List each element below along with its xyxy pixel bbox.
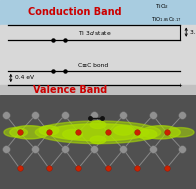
Text: Valence Band: Valence Band: [34, 85, 108, 95]
Text: 3.0 eV: 3.0 eV: [190, 30, 196, 35]
Text: TiO$_2$: TiO$_2$: [155, 2, 169, 11]
Polygon shape: [10, 126, 49, 139]
Text: Ti $3d$ state: Ti $3d$ state: [78, 29, 112, 37]
Bar: [0, 25, 196, 85]
Bar: [0, 85, 196, 94]
Polygon shape: [35, 121, 161, 144]
Polygon shape: [4, 128, 27, 137]
Polygon shape: [90, 121, 106, 129]
Polygon shape: [114, 126, 133, 135]
Text: C≡C bond: C≡C bond: [78, 63, 109, 68]
Polygon shape: [90, 136, 106, 144]
Bar: [0, 0, 196, 25]
Text: Conduction Band: Conduction Band: [28, 7, 121, 17]
Polygon shape: [47, 124, 149, 141]
Polygon shape: [141, 126, 180, 139]
Polygon shape: [137, 129, 157, 139]
Text: $+$: $+$: [177, 81, 183, 89]
Text: TiO$_{1.85}$C$_{0.17}$: TiO$_{1.85}$C$_{0.17}$: [151, 15, 182, 24]
Text: 0.4 eV: 0.4 eV: [15, 75, 34, 81]
Polygon shape: [39, 126, 59, 135]
Polygon shape: [63, 129, 82, 139]
Polygon shape: [167, 128, 194, 137]
